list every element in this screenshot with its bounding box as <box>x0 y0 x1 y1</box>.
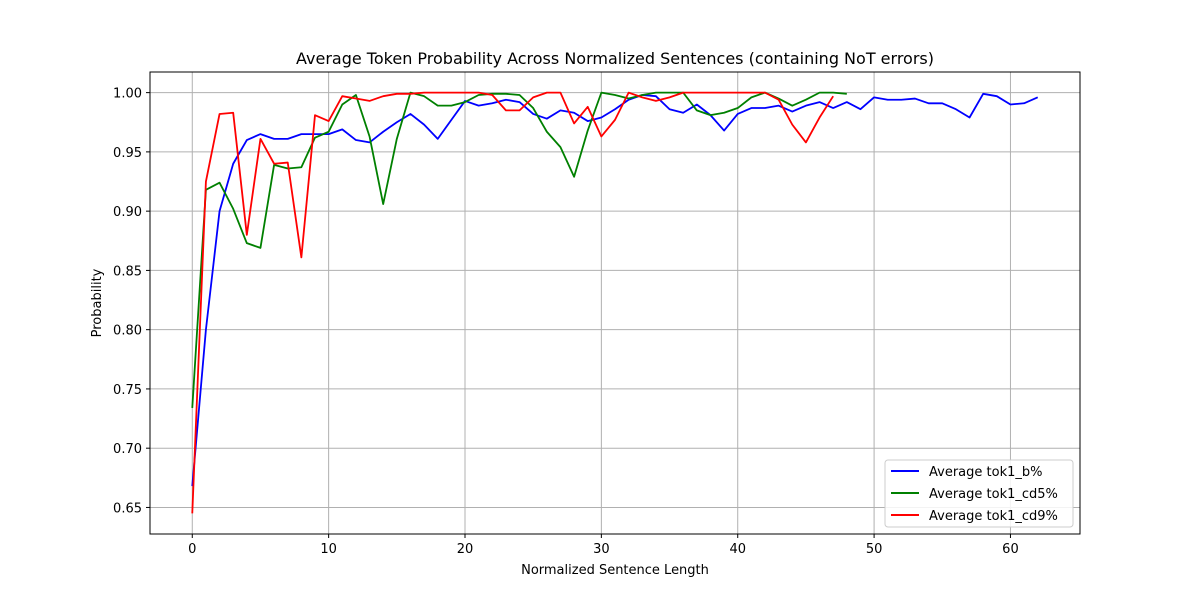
y-axis-label: Probability <box>90 268 105 337</box>
plot-frame <box>149 71 1081 535</box>
y-tick-label: 0.70 <box>113 442 142 457</box>
x-tick-label: 30 <box>593 542 610 557</box>
tick-layer: 0 10 20 30 40 50 60 0.65 0.70 0.75 0.80 0.85 0.90 0.9… <box>113 87 1019 557</box>
series-line-2 <box>191 91 834 514</box>
legend-label-1: Average tok1_cd5% <box>929 487 1058 502</box>
x-tick-label: 20 <box>457 542 474 557</box>
legend-label-0: Average tok1_b% <box>929 465 1042 480</box>
series-layer <box>191 91 1039 514</box>
y-tick-label: 0.75 <box>113 383 142 398</box>
grid-layer <box>150 72 1080 534</box>
series-line-1 <box>191 91 847 408</box>
y-tick-label: 0.65 <box>113 501 142 516</box>
y-tick-label: 0.90 <box>113 205 142 220</box>
series-line-0 <box>191 92 1039 487</box>
x-tick-label: 50 <box>866 542 883 557</box>
y-tick-label: 1.00 <box>113 87 142 102</box>
y-tick-label: 0.85 <box>113 264 142 279</box>
y-tick-label: 0.95 <box>113 146 142 161</box>
chart-title: Average Token Probability Across Normali… <box>296 49 934 68</box>
y-tick-label: 0.80 <box>113 324 142 339</box>
x-tick-label: 0 <box>188 542 196 557</box>
x-tick-label: 40 <box>729 542 746 557</box>
legend: Average tok1_b% Average tok1_cd5% Average … <box>884 459 1074 528</box>
legend-label-2: Average tok1_cd9% <box>929 509 1058 524</box>
x-tick-label: 10 <box>320 542 337 557</box>
x-tick-label: 60 <box>1002 542 1019 557</box>
x-axis-label: Normalized Sentence Length <box>521 563 709 578</box>
legend-box <box>884 459 1074 528</box>
